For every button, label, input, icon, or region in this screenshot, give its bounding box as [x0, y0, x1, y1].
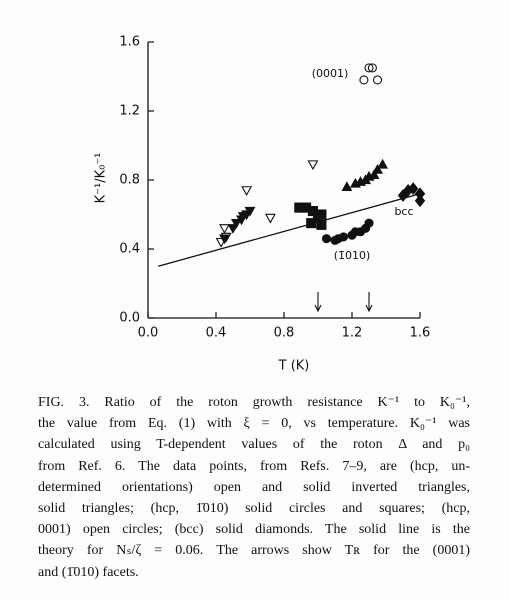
caption-line: calculated using T-dependent values of t…: [38, 437, 470, 453]
data-point: [341, 181, 353, 192]
data-point: [219, 234, 230, 245]
y-tick-label: 1.6: [119, 35, 140, 50]
caption-line: and (1̄010) facets.: [38, 564, 139, 580]
data-point: [360, 174, 372, 185]
x-tick-label: 1.6: [410, 326, 431, 341]
data-point: [372, 75, 383, 85]
caption-line: FIG. 3. Ratio of the roton growth resist…: [38, 395, 470, 410]
data-point: [227, 224, 239, 234]
data-point: [368, 169, 380, 179]
tr-arrow: [365, 292, 373, 313]
caption-line: determined orientations) open and solid …: [38, 479, 470, 495]
x-tick-label: 0.4: [206, 326, 227, 341]
data-point: [321, 234, 332, 244]
caption-line: solid triangles; (hcp, 1̄010) solid circ…: [38, 501, 470, 517]
x-axis-label: T (K): [278, 359, 310, 374]
y-tick-label: 1.2: [119, 104, 140, 119]
x-tick-label: 1.2: [342, 326, 363, 341]
data-point: [215, 237, 227, 248]
theory-line: [158, 193, 421, 267]
annotation: (0001): [312, 67, 349, 80]
data-point: [372, 164, 383, 174]
data-point: [333, 234, 343, 244]
x-tick-label: 0.8: [274, 326, 295, 341]
caption-line: theory for Nₛ/ζ = 0.06. The arrows show …: [38, 543, 470, 559]
x-tick-label: 0.0: [138, 326, 159, 341]
caption-line: from Ref. 6. The data points, from Refs.…: [38, 458, 470, 474]
data-point: [377, 158, 389, 169]
y-tick-label: 0.4: [119, 242, 140, 257]
data-point: [264, 213, 276, 224]
tr-arrow: [314, 292, 322, 313]
data-point: [364, 218, 374, 228]
data-point: [316, 219, 327, 230]
chart: 0.0 0.4 0.8 1.2 1.6 0.0 0.4 0.8 1.2 1.6 T (K) K⁻¹/K…: [94, 35, 431, 374]
annotation: bcc: [394, 205, 413, 218]
data-point: [219, 224, 230, 234]
data-point: [414, 194, 426, 208]
caption-line: 0001) open circles; (bcc) solid diamonds…: [38, 522, 470, 538]
data-point: [316, 209, 327, 220]
y-tick-label: 0.0: [119, 311, 140, 326]
y-axis-label: K⁻¹/K₀⁻¹: [94, 153, 109, 204]
annotation: (1̄010): [334, 249, 371, 262]
data-point: [241, 186, 253, 196]
data-point: [359, 75, 369, 85]
data-point: [350, 227, 360, 237]
data-point: [367, 63, 377, 73]
data-point: [237, 212, 249, 222]
y-tick-label: 0.8: [119, 173, 140, 188]
data-point: [407, 182, 419, 195]
caption-line: the value from Eq. (1) with ξ = 0, vs te…: [38, 416, 470, 432]
data-point: [307, 160, 319, 171]
data-point: [230, 218, 242, 229]
data-point: [364, 63, 374, 73]
data-point: [244, 206, 256, 217]
figure-caption: FIG. 3. Ratio of the roton growth resist…: [38, 392, 470, 583]
